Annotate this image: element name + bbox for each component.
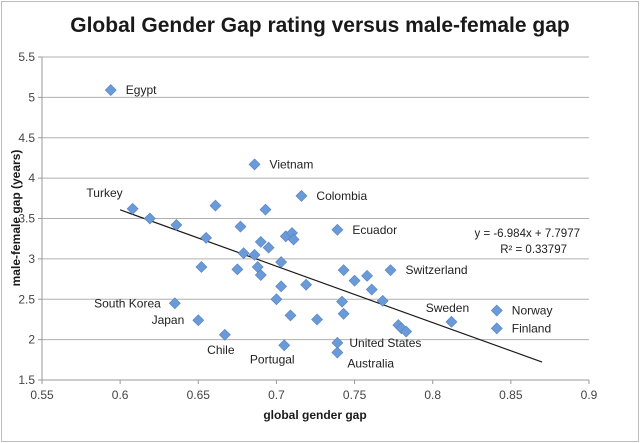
- data-point: [248, 158, 261, 171]
- data-point: [348, 274, 361, 287]
- data-point: [300, 278, 313, 291]
- data-point: [231, 263, 244, 276]
- data-point: [361, 269, 373, 282]
- point-label: United States: [349, 336, 421, 350]
- data-point: [209, 199, 222, 212]
- data-point: [248, 248, 261, 261]
- data-point: [195, 261, 208, 273]
- data-point: [170, 219, 183, 231]
- data-point: [168, 297, 181, 310]
- y-tick-label: 2: [28, 333, 35, 347]
- x-tick-label: 0.9: [581, 388, 598, 402]
- y-tick-label: 5.5: [18, 50, 35, 64]
- point-label: Vietnam: [270, 157, 314, 171]
- trendline-group: [119, 209, 543, 363]
- point-label: Japan: [152, 313, 185, 327]
- data-point: [275, 256, 288, 269]
- data-point: [262, 241, 275, 254]
- data-point: [192, 314, 205, 327]
- data-point: [331, 223, 344, 236]
- point-label: Turkey: [86, 186, 122, 200]
- data-point: [218, 328, 231, 341]
- data-point: [365, 283, 378, 296]
- point-label: Finland: [512, 321, 551, 335]
- y-tick-label: 4.5: [18, 131, 35, 145]
- point-label: Portugal: [250, 352, 295, 366]
- data-point: [490, 304, 503, 317]
- x-tick-label: 0.6: [112, 388, 129, 402]
- data-point: [376, 294, 389, 307]
- point-label: Ecuador: [352, 223, 397, 237]
- points-group: [104, 84, 503, 359]
- x-tick-label: 0.65: [187, 388, 211, 402]
- y-tick-label: 3: [28, 252, 35, 266]
- data-point: [284, 309, 297, 322]
- y-tick-label: 1.5: [18, 373, 35, 387]
- data-point: [200, 231, 213, 244]
- data-point: [254, 235, 267, 248]
- data-point: [384, 264, 397, 277]
- y-tick-label: 5: [28, 90, 35, 104]
- point-label: Chile: [207, 343, 235, 357]
- data-point: [234, 220, 247, 233]
- data-point: [287, 233, 300, 246]
- chart-title: Global Gender Gap rating versus male-fem…: [70, 14, 570, 37]
- x-tick-label: 0.7: [268, 388, 285, 402]
- point-label: Colombia: [316, 189, 367, 203]
- data-point: [295, 189, 308, 202]
- x-tick-label: 0.8: [424, 388, 441, 402]
- data-point: [400, 325, 413, 338]
- y-tick-label: 4: [28, 171, 35, 185]
- data-point: [143, 212, 156, 225]
- gridlines: [42, 56, 589, 341]
- x-tick-label: 0.85: [499, 388, 523, 402]
- data-point: [237, 247, 250, 260]
- data-point: [311, 313, 323, 326]
- trendline: [119, 209, 543, 363]
- data-point: [331, 346, 344, 359]
- y-tick-label: 2.5: [18, 292, 35, 306]
- trendline-equation: y = -6.984x + 7.7977: [475, 228, 581, 240]
- data-point: [270, 293, 283, 306]
- point-label: Australia: [347, 357, 394, 371]
- x-tick-label: 0.55: [30, 388, 54, 402]
- data-point: [336, 295, 348, 308]
- data-point: [445, 315, 458, 328]
- point-label: Switzerland: [406, 263, 468, 277]
- trendline-r2: R² = 0.33797: [500, 244, 567, 256]
- data-point: [337, 307, 350, 320]
- data-point: [278, 339, 291, 352]
- axes: 1.5 2 2.5 3 3.5 4 4.5 5 5.5 0.55 0.6 0.65 0.7 0.75 0.8…: [18, 50, 597, 402]
- data-point: [126, 202, 139, 215]
- x-axis-label: global gender gap: [263, 408, 366, 422]
- data-point: [490, 322, 503, 335]
- data-point: [337, 264, 350, 277]
- data-point: [104, 84, 117, 97]
- y-axis-label: male-female gap (years): [9, 150, 23, 287]
- x-tick-label: 0.75: [343, 388, 367, 402]
- point-label: Norway: [512, 304, 553, 318]
- point-label: Egypt: [126, 83, 157, 97]
- y-tick-label: 3.5: [18, 212, 35, 226]
- point-labels-group: Egypt Vietnam Colombia Ecuador Turkey Switzer…: [86, 83, 552, 370]
- data-point: [254, 269, 267, 281]
- point-label: South Korea: [94, 296, 161, 310]
- point-label: Sweden: [426, 301, 469, 315]
- data-point: [259, 203, 272, 216]
- data-point: [275, 280, 288, 293]
